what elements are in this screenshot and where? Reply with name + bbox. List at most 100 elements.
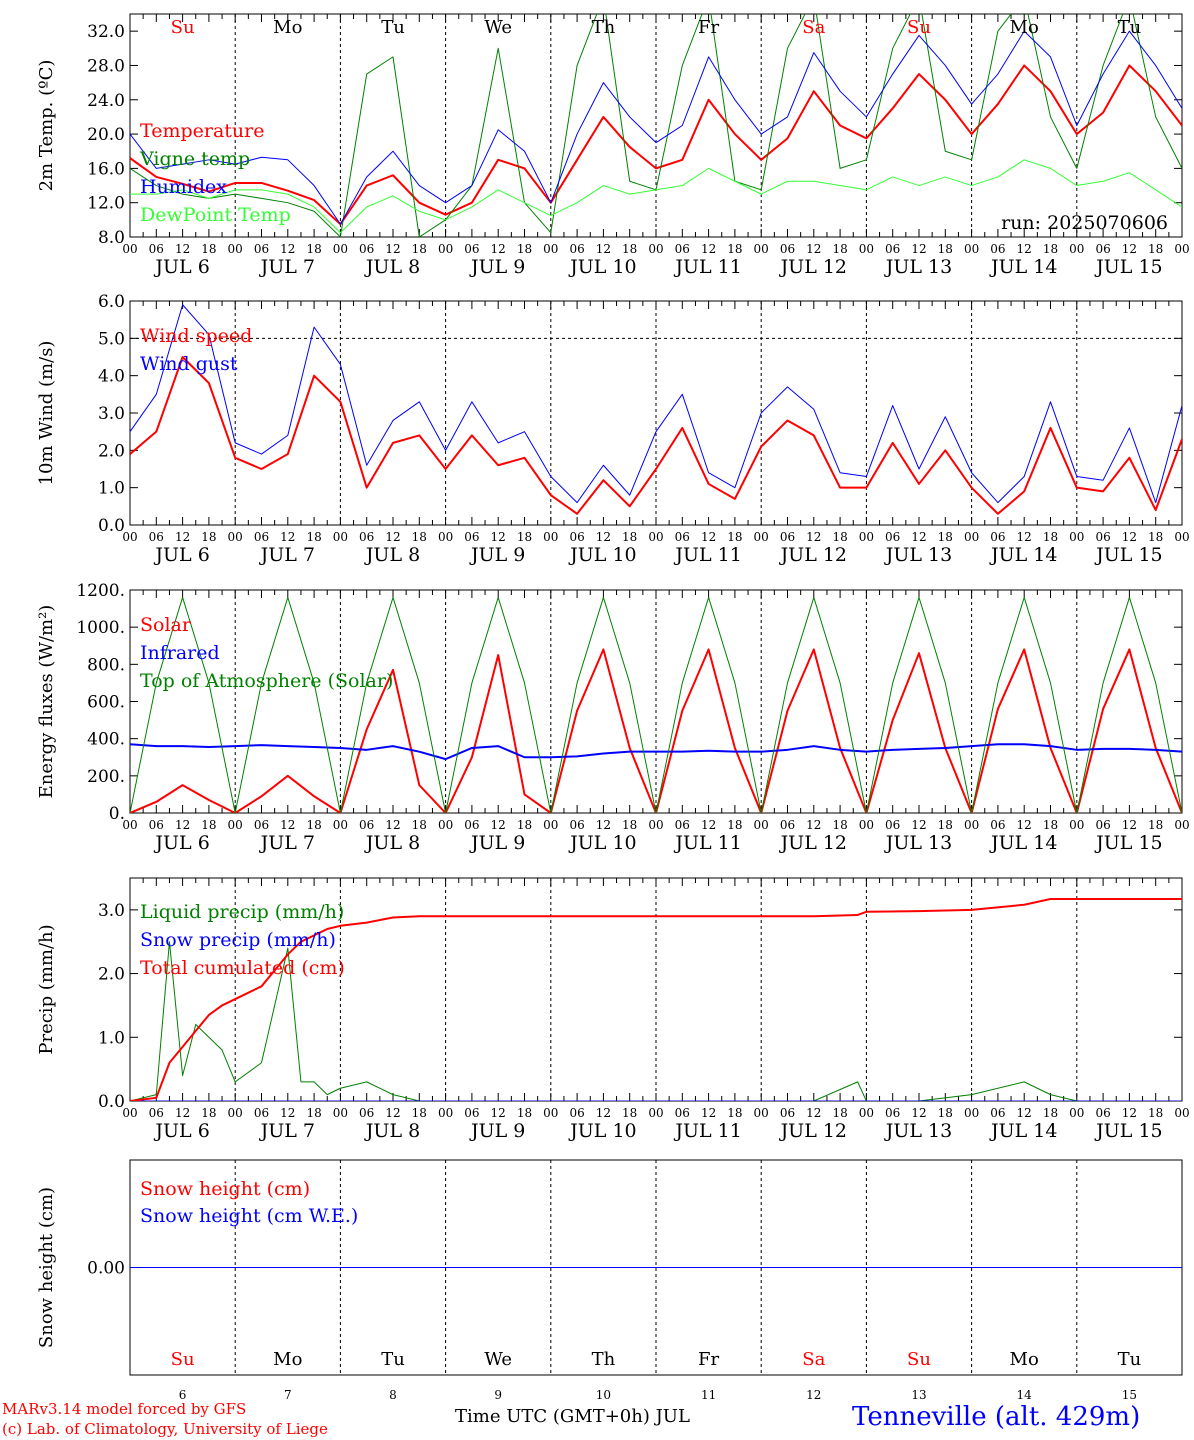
- date-label: JUL 15: [1094, 544, 1162, 566]
- date-label: JUL 13: [884, 256, 952, 278]
- hour-tick-label: 00: [438, 530, 453, 544]
- hour-tick-label: 06: [149, 242, 164, 256]
- date-label: JUL 10: [568, 1120, 636, 1142]
- hour-tick-label: 00: [122, 818, 137, 832]
- date-label: JUL 13: [884, 832, 952, 854]
- hour-tick-label: 12: [280, 818, 295, 832]
- hour-tick-label: 18: [832, 530, 847, 544]
- y-tick-label: 4.0: [98, 367, 125, 387]
- series-line-1: [130, 648, 1182, 813]
- hour-tick-label: 06: [885, 242, 900, 256]
- hour-tick-label: 12: [491, 1106, 506, 1120]
- hour-tick-label: 18: [622, 530, 637, 544]
- hour-tick-label: 06: [990, 530, 1005, 544]
- hour-tick-label: 00: [122, 242, 137, 256]
- hour-tick-label: 12: [385, 1106, 400, 1120]
- hour-tick-label: 00: [228, 818, 243, 832]
- day-name: Su: [171, 1349, 195, 1370]
- hour-tick-label: 06: [780, 1106, 795, 1120]
- hour-tick-label: 12: [175, 242, 190, 256]
- hour-tick-label: 06: [675, 1106, 690, 1120]
- hour-tick-label: 18: [622, 1106, 637, 1120]
- hour-tick-label: 12: [491, 530, 506, 544]
- y-axis-label: 10m Wind (m/s): [36, 341, 57, 486]
- hour-tick-label: 12: [911, 1106, 926, 1120]
- legend-entry: Wind gust: [140, 353, 238, 375]
- y-tick-label: 0.0: [98, 516, 125, 536]
- date-label: JUL 14: [989, 1120, 1057, 1142]
- hour-tick-label: 12: [911, 530, 926, 544]
- hour-tick-label: 00: [122, 1106, 137, 1120]
- date-label: JUL 7: [259, 544, 315, 566]
- date-label: JUL 15: [1094, 832, 1162, 854]
- day-number: 14: [1017, 1388, 1033, 1402]
- hour-tick-label: 12: [806, 818, 821, 832]
- hour-tick-label: 00: [1174, 1106, 1189, 1120]
- y-tick-label: 1.0: [98, 1028, 125, 1048]
- hour-tick-label: 12: [596, 1106, 611, 1120]
- legend-entry: Infrared: [140, 642, 220, 664]
- hour-tick-label: 00: [859, 530, 874, 544]
- day-number: 7: [284, 1388, 292, 1402]
- y-tick-label: 200.: [87, 767, 125, 787]
- y-tick-label: 800.: [87, 655, 125, 675]
- date-label: JUL 10: [568, 832, 636, 854]
- date-label: JUL 12: [779, 1120, 847, 1142]
- hour-tick-label: 06: [885, 1106, 900, 1120]
- hour-tick-label: 18: [727, 1106, 742, 1120]
- hour-tick-label: 12: [491, 818, 506, 832]
- date-label: JUL 12: [779, 832, 847, 854]
- hour-tick-label: 00: [228, 242, 243, 256]
- day-name: Tu: [381, 1349, 405, 1370]
- hour-tick-label: 18: [622, 818, 637, 832]
- day-name: Sa: [802, 1349, 825, 1370]
- hour-tick-label: 06: [990, 818, 1005, 832]
- hour-tick-label: 18: [727, 242, 742, 256]
- date-label: JUL 11: [673, 544, 741, 566]
- hour-tick-label: 00: [1174, 818, 1189, 832]
- station-name: Tenneville (alt. 429m): [852, 1402, 1141, 1432]
- hour-tick-label: 00: [754, 530, 769, 544]
- hour-tick-label: 00: [648, 242, 663, 256]
- hour-tick-label: 18: [938, 242, 953, 256]
- hour-tick-label: 18: [201, 530, 216, 544]
- hour-tick-label: 00: [754, 818, 769, 832]
- hour-tick-label: 06: [569, 530, 584, 544]
- y-tick-label: 0.0: [98, 1092, 125, 1112]
- hour-tick-label: 18: [201, 1106, 216, 1120]
- hour-tick-label: 12: [806, 530, 821, 544]
- y-tick-label: 0.00: [87, 1259, 125, 1279]
- panel-3: 00 06 12 18 00 06 12 18 00 06 12 18 00 06 12 18 00 06 12 18…: [36, 581, 1190, 854]
- hour-tick-label: 00: [543, 530, 558, 544]
- y-tick-label: 1200.: [76, 581, 125, 601]
- hour-tick-label: 12: [175, 818, 190, 832]
- hour-tick-label: 06: [1095, 530, 1110, 544]
- hour-tick-label: 00: [859, 818, 874, 832]
- hour-tick-label: 18: [517, 530, 532, 544]
- day-number: 6: [179, 1388, 187, 1402]
- hour-tick-label: 00: [1069, 242, 1084, 256]
- hour-tick-label: 06: [1095, 818, 1110, 832]
- hour-tick-label: 12: [280, 1106, 295, 1120]
- hour-tick-label: 06: [885, 818, 900, 832]
- hour-tick-label: 00: [859, 242, 874, 256]
- hour-tick-label: 00: [648, 530, 663, 544]
- hour-tick-label: 06: [990, 1106, 1005, 1120]
- hour-tick-label: 06: [675, 242, 690, 256]
- hour-tick-label: 06: [990, 242, 1005, 256]
- y-tick-label: 28.0: [87, 56, 125, 76]
- date-label: JUL 11: [673, 1120, 741, 1142]
- hour-tick-label: 06: [675, 530, 690, 544]
- date-label: JUL 9: [469, 544, 525, 566]
- hour-tick-label: 18: [1043, 530, 1058, 544]
- y-tick-label: 600.: [87, 693, 125, 713]
- day-name: Tu: [1118, 17, 1142, 38]
- hour-tick-label: 06: [569, 818, 584, 832]
- hour-tick-label: 12: [1122, 242, 1137, 256]
- day-name: We: [484, 1349, 512, 1370]
- date-label: JUL 11: [673, 256, 741, 278]
- hour-tick-label: 18: [306, 530, 321, 544]
- hour-tick-label: 18: [306, 242, 321, 256]
- hour-tick-label: 12: [911, 818, 926, 832]
